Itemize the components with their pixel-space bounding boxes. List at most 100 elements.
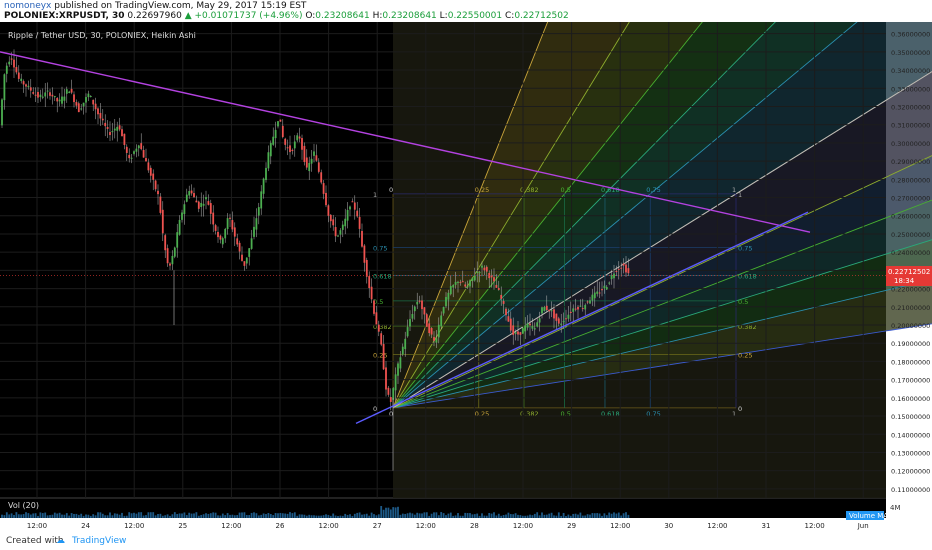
candle-bull xyxy=(596,291,599,294)
volume-bar xyxy=(99,512,102,518)
fan-level-label: 0.5 xyxy=(373,298,383,306)
volume-bar xyxy=(377,514,380,518)
author-link[interactable]: nomoneyx xyxy=(4,1,52,11)
candle-bear xyxy=(92,99,95,105)
price-chart[interactable]: 0 0 0 0 0.25 0.25 0.25 0.25 0.382 0.382 0.382 0.382… xyxy=(0,22,932,532)
volume-bar xyxy=(245,515,248,518)
candle-bull xyxy=(416,301,419,305)
x-tick-label: Jun xyxy=(857,522,869,530)
candle-bull xyxy=(447,292,450,300)
candle-bear xyxy=(231,220,234,230)
candle-bear xyxy=(106,126,109,129)
candle-bull xyxy=(478,272,481,274)
candle-bull xyxy=(8,61,11,65)
candle-bull xyxy=(130,157,133,159)
volume-bar xyxy=(399,514,402,518)
candle-bull xyxy=(533,328,536,330)
volume-bar xyxy=(272,515,275,518)
volume-bar xyxy=(195,512,198,518)
price-tag-value: 0.22712502 xyxy=(888,268,930,276)
volume-bar xyxy=(469,513,471,518)
volume-bar xyxy=(329,515,332,518)
volume-bar xyxy=(291,513,294,518)
volume-bar xyxy=(457,513,459,518)
close-label: C: xyxy=(505,11,515,21)
volume-bar xyxy=(524,515,527,518)
candle-bear xyxy=(157,190,159,195)
candle-bull xyxy=(137,145,140,149)
volume-bar xyxy=(344,513,347,518)
volume-bar xyxy=(411,513,414,518)
fan-level-label: 0 xyxy=(373,405,377,413)
candle-bear xyxy=(598,292,601,294)
chart-header: nomoneyx published on TradingView.com, M… xyxy=(0,0,932,22)
fan-level-label: 0.25 xyxy=(475,410,489,418)
candle-bull xyxy=(205,197,207,200)
candle-bear xyxy=(140,143,143,150)
candle-bear xyxy=(507,316,510,322)
candle-bear xyxy=(493,277,495,282)
candle-bear xyxy=(505,308,507,316)
x-tick-label: 24 xyxy=(81,522,90,530)
candle-bull xyxy=(277,121,279,127)
candle-bull xyxy=(481,265,483,268)
chart-area[interactable]: 0 0 0 0 0.25 0.25 0.25 0.25 0.382 0.382 0.382 0.382… xyxy=(0,22,932,532)
candle-bear xyxy=(389,397,392,402)
volume-bar xyxy=(581,515,584,518)
volume-bar xyxy=(555,515,558,518)
candle-bear xyxy=(529,323,531,326)
fan-line xyxy=(392,22,776,409)
volume-bar xyxy=(322,515,325,518)
y-tick-label: 0.30000000 xyxy=(891,140,930,148)
open-value: 0.23208641 xyxy=(315,11,370,21)
volume-bar xyxy=(433,512,435,518)
volume-bar xyxy=(75,513,78,518)
candle-bear xyxy=(320,172,323,183)
volume-bar xyxy=(65,513,68,518)
candle-bear xyxy=(617,268,620,270)
candle-bear xyxy=(495,284,498,288)
candle-bull xyxy=(82,102,85,107)
candle-bear xyxy=(557,318,560,324)
volume-bar xyxy=(243,512,246,518)
candle-bull xyxy=(185,194,188,202)
volume-bar xyxy=(404,513,407,518)
candle-bull xyxy=(591,294,594,301)
candle-bull xyxy=(579,305,582,307)
volume-bar xyxy=(339,515,342,518)
volume-bar xyxy=(29,514,32,518)
candle-bear xyxy=(382,344,385,370)
candle-bear xyxy=(97,108,99,115)
volume-bar xyxy=(149,512,152,518)
volume-bar xyxy=(181,513,183,518)
volume-bar xyxy=(454,515,457,518)
volume-bar xyxy=(284,513,287,518)
y-tick-label: 0.18000000 xyxy=(891,358,930,366)
candle-bear xyxy=(305,157,308,168)
volume-bar xyxy=(586,514,589,518)
volume-bar xyxy=(94,515,97,518)
x-tick-label: 30 xyxy=(664,522,673,530)
candle-bull xyxy=(250,238,253,249)
candle-bull xyxy=(603,285,606,289)
candle-bear xyxy=(207,201,210,205)
fan-level-label: 0.75 xyxy=(646,186,660,194)
volume-bar xyxy=(207,513,210,518)
fan-level-label: 0.382 xyxy=(373,323,392,331)
fan-line xyxy=(392,199,932,409)
volume-bar xyxy=(202,514,205,518)
candle-bear xyxy=(375,312,378,325)
candle-bull xyxy=(87,93,90,98)
fan-level-label: 0.618 xyxy=(373,273,392,281)
candle-bear xyxy=(142,149,145,158)
volume-bar xyxy=(229,514,231,518)
candle-bear xyxy=(121,129,123,137)
candle-bear xyxy=(500,294,503,299)
y-tick-label: 0.16000000 xyxy=(891,395,930,403)
fan-level-label: 0.25 xyxy=(738,351,752,359)
tradingview-brand[interactable]: TradingView xyxy=(72,536,127,546)
volume-bar xyxy=(543,514,546,518)
volume-bar xyxy=(401,513,404,518)
volume-bar xyxy=(418,513,421,518)
candle-bear xyxy=(358,216,361,229)
